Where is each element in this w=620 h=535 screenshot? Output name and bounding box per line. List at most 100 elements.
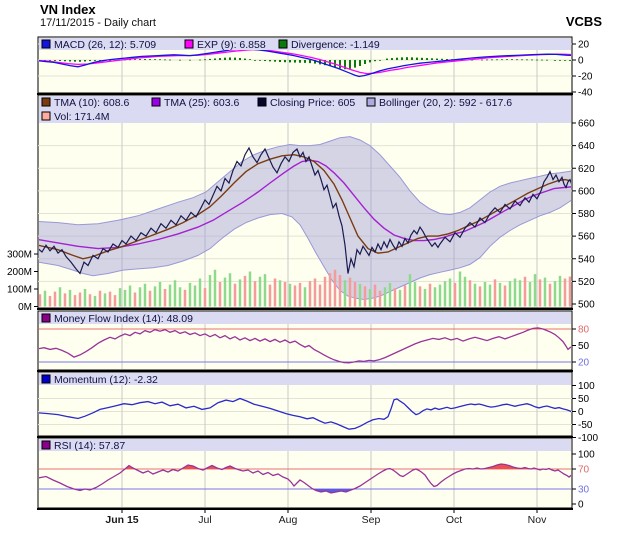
divergence-bar [386,58,388,60]
macd-line [39,50,571,78]
divergence-bar [134,59,136,60]
divergence-bar [64,60,66,62]
volume-bar [93,296,97,307]
volume-bar [123,289,127,307]
legend-swatch [278,39,288,49]
volume-bar [138,287,142,307]
volume-bar [453,282,457,307]
volume-bar [428,283,432,307]
volume-bar [183,289,187,307]
y-axis-label: 30 [578,485,590,496]
divergence-bar [304,60,306,63]
volume-bar [548,283,552,307]
volume-bar [348,277,352,307]
legend-item-label: Bollinger (20, 2): 592 - 617.6 [379,97,512,109]
divergence-bar [129,59,131,61]
y-axis-label: 580 [578,209,595,220]
volume-bar [483,282,487,307]
volume-bar [118,288,122,307]
divergence-bar [569,60,571,61]
panel-divider [37,308,573,310]
month-label: Jul [198,514,211,526]
volume-bar [103,293,107,307]
volume-bar [343,280,347,307]
y-axis-label: 0 [578,56,584,67]
divergence-bar [224,57,226,60]
volume-bar [43,290,47,307]
month-label: Oct [446,514,462,526]
legend-item-label: Divergence: -1.149 [291,39,380,51]
y-axis-label: -40 [578,88,593,99]
volume-bar [383,287,387,307]
volume-bar [193,285,197,307]
volume-bar [408,274,412,307]
page-subtitle: 17/11/2015 - Daily chart [40,17,156,29]
divergence-bar [516,59,518,61]
volume-bar [323,276,327,307]
y-axis-label: 100 [578,450,595,461]
divergence-bar [94,60,96,61]
legend-swatch [41,111,51,121]
volume-bar [513,278,517,307]
y-axis-label: 0 [578,500,584,511]
divergence-bar [89,60,91,62]
divergence-bar [536,59,538,61]
volume-bar [443,281,447,307]
divergence-bar [486,59,488,61]
divergence-bar [164,59,166,61]
volume-bar [298,282,302,307]
volume-bar [273,278,277,307]
divergence-bar [379,60,381,61]
volume-bar [113,295,117,307]
volume-bar [368,289,372,307]
divergence-bar [374,60,376,62]
divergence-bar [426,58,428,60]
month-label: Nov [528,514,547,526]
divergence-bar [189,59,191,61]
volume-bar [178,287,182,307]
divergence-bar [84,60,86,62]
volume-bar [153,286,157,307]
volume-bar [173,280,177,307]
panel-divider [37,370,573,372]
volume-bar [563,278,567,307]
volume-bar [553,281,557,307]
divergence-bar [471,59,473,61]
divergence-bar [506,59,508,60]
legend-swatch [41,374,51,384]
divergence-bar [244,58,246,60]
divergence-bar [239,58,241,60]
volume-bar [88,294,92,307]
volume-bar [258,276,262,307]
y-axis-label: 100 [578,381,595,392]
volume-bar [73,295,77,307]
volume-bar [168,284,172,307]
divergence-bar [74,60,76,62]
mfi-line [39,327,571,364]
divergence-bar [491,59,493,61]
volume-bar [223,277,227,307]
y-axis-label: -100 [578,433,598,444]
exp-line [39,50,571,75]
volume-bar [353,282,357,307]
legend-item-label: TMA (10): 608.6 [54,97,129,109]
main-panel-background [37,94,573,309]
volume-bar [468,280,472,307]
bollinger-upper-line [39,136,571,226]
brand-logo: VCBS [565,14,602,29]
divergence-bar [144,59,146,60]
divergence-bar [149,59,151,60]
volume-bar [218,282,222,307]
legend-item-label: MACD (26, 12): 5.709 [54,39,156,51]
legend-item-label: Closing Price: 605 [270,97,355,109]
volume-bar [208,275,212,307]
divergence-bar [279,60,281,62]
volume-bar [543,277,547,307]
legend-item-label: Money Flow Index (14): 48.09 [54,313,193,325]
volume-bar [133,292,137,307]
volume-bars [39,269,571,307]
divergence-bar [481,59,483,61]
y-axis-label: 600 [578,186,595,197]
legend-swatch [366,97,376,107]
divergence-bar [169,59,171,61]
